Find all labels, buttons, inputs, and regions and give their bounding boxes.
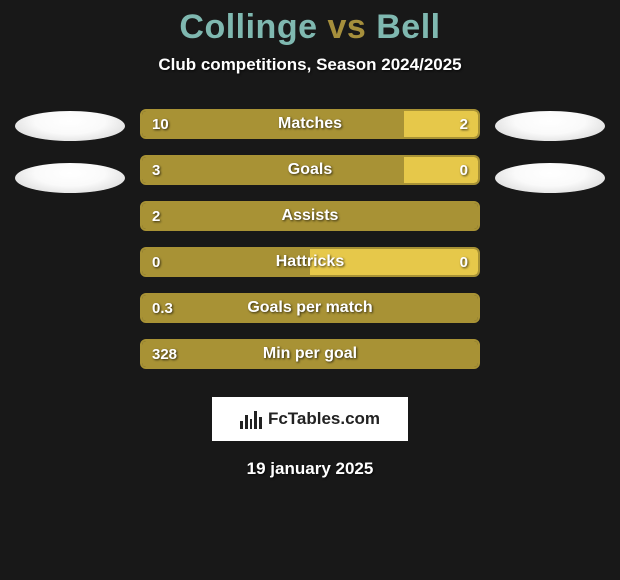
stat-segment-left (142, 157, 404, 183)
stat-segment-left (142, 341, 478, 367)
left-badge-column (0, 109, 140, 369)
stat-segment-left (142, 111, 404, 137)
vs-text: vs (327, 8, 366, 46)
brand-text: FcTables.com (268, 409, 380, 429)
stats-panel: 102Matches 30Goals 2Assists 00Hattricks 0.3G… (0, 109, 620, 369)
stat-row: 2Assists (140, 201, 480, 231)
club-badge-placeholder (15, 111, 125, 141)
club-badge-placeholder (15, 163, 125, 193)
club-badge-placeholder (495, 111, 605, 141)
stat-segment-right (404, 111, 478, 137)
brand-badge: FcTables.com (212, 397, 408, 441)
right-badge-column (480, 109, 620, 369)
stat-segment-left (142, 249, 310, 275)
stat-row: 30Goals (140, 155, 480, 185)
stat-segment-left (142, 295, 478, 321)
stat-segment-right (404, 157, 478, 183)
stat-row: 0.3Goals per match (140, 293, 480, 323)
comparison-title: Collinge vs Bell (0, 8, 620, 47)
stat-row: 00Hattricks (140, 247, 480, 277)
subtitle: Club competitions, Season 2024/2025 (0, 55, 620, 75)
player2-name: Bell (376, 8, 440, 46)
club-badge-placeholder (495, 163, 605, 193)
date-text: 19 january 2025 (0, 459, 620, 479)
bar-chart-icon (240, 409, 262, 429)
stat-segment-right (310, 249, 478, 275)
stat-segment-left (142, 203, 478, 229)
stat-bars: 102Matches 30Goals 2Assists 00Hattricks 0.3G… (140, 109, 480, 369)
player1-name: Collinge (179, 8, 317, 46)
stat-row: 328Min per goal (140, 339, 480, 369)
stat-row: 102Matches (140, 109, 480, 139)
